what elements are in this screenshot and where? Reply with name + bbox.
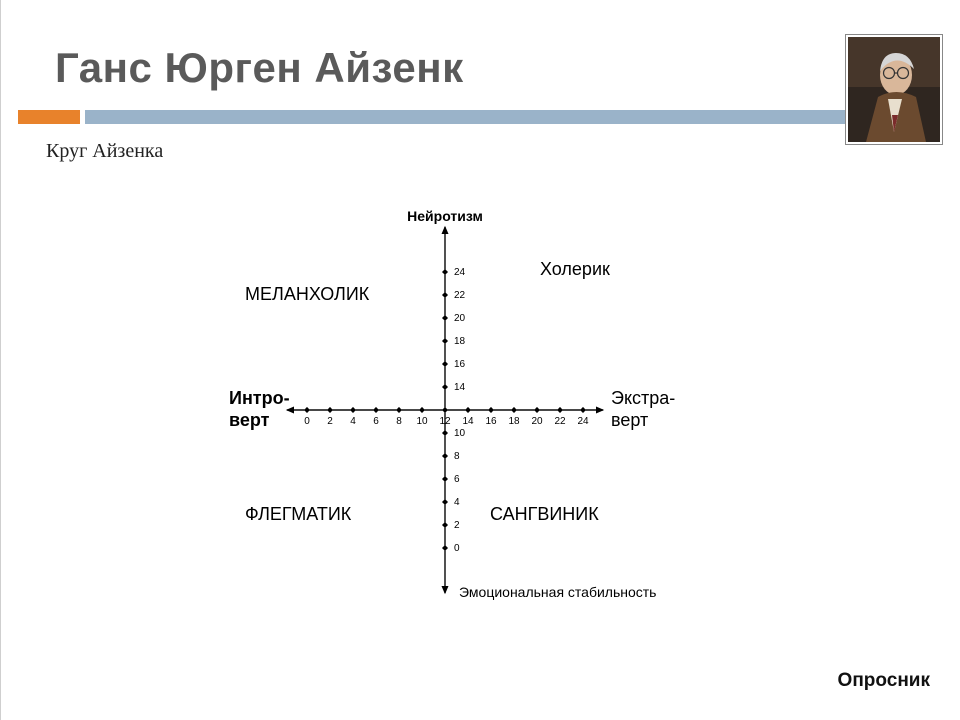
accent-bar [85, 110, 845, 124]
y-tick-label: 24 [454, 267, 466, 278]
page-title: Ганс Юрген Айзенк [55, 44, 464, 92]
x-tick-label: 12 [439, 416, 451, 427]
y-tick-label: 8 [454, 451, 460, 462]
axis-bottom-label: Эмоциональная стабильность [459, 584, 656, 600]
chart-svg: 0246810121416182022241416182022241086420… [90, 160, 850, 660]
eysenck-chart: 0246810121416182022241416182022241086420… [90, 160, 850, 660]
y-tick-label: 18 [454, 336, 466, 347]
axis-left-label-1: Интро- [229, 388, 290, 408]
axis-left-label-2: верт [229, 410, 270, 430]
y-tick-label: 6 [454, 474, 460, 485]
portrait-photo [846, 35, 942, 144]
y-tick-label: 14 [454, 382, 466, 393]
y-tick-label: 10 [454, 428, 466, 439]
x-tick-label: 0 [304, 416, 310, 427]
quadrant-top-right: Холерик [540, 259, 610, 279]
x-tick-label: 18 [508, 416, 520, 427]
x-tick-label: 14 [462, 416, 474, 427]
x-tick-label: 8 [396, 416, 402, 427]
questionnaire-link[interactable]: Опросник [838, 670, 930, 692]
x-tick-label: 20 [531, 416, 543, 427]
x-tick-label: 2 [327, 416, 333, 427]
x-tick-label: 16 [485, 416, 497, 427]
quadrant-top-left: МЕЛАНХОЛИК [245, 284, 370, 304]
accent-orange [18, 110, 80, 124]
x-tick-label: 4 [350, 416, 356, 427]
portrait-illustration [848, 37, 940, 142]
x-tick-label: 22 [554, 416, 566, 427]
left-rule [0, 0, 1, 720]
y-tick-label: 20 [454, 313, 466, 324]
y-tick-label: 0 [454, 543, 460, 554]
axis-right-label-2: верт [611, 410, 648, 430]
y-tick-label: 16 [454, 359, 466, 370]
quadrant-bottom-left: ФЛЕГМАТИК [245, 504, 352, 524]
y-tick-label: 4 [454, 497, 460, 508]
y-tick-label: 2 [454, 520, 460, 531]
slide: Ганс Юрген Айзенк Круг Айзенка 024681012… [0, 0, 960, 720]
x-tick-label: 10 [416, 416, 428, 427]
axis-right-label-1: Экстра- [611, 388, 675, 408]
x-tick-label: 6 [373, 416, 379, 427]
x-tick-label: 24 [577, 416, 589, 427]
quadrant-bottom-right: САНГВИНИК [490, 504, 599, 524]
axis-top-label: Нейротизм [407, 208, 483, 224]
y-tick-label: 22 [454, 290, 466, 301]
